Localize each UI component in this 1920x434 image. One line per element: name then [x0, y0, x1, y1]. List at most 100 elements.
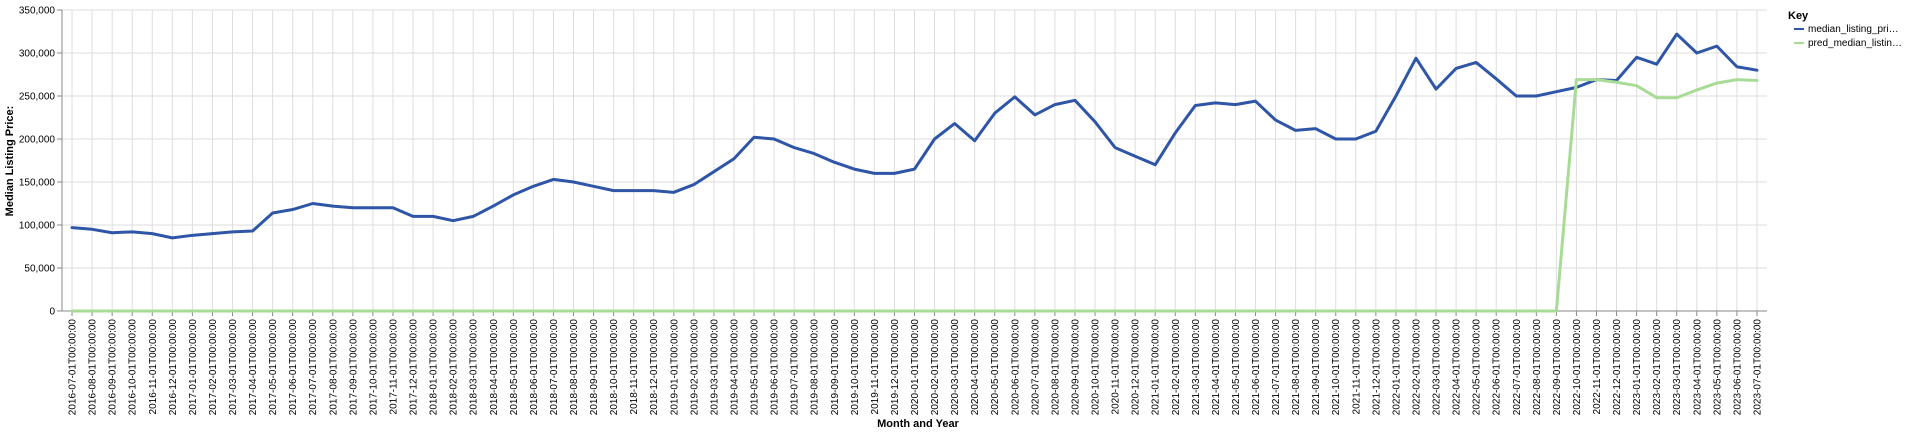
series-line-1: [70, 78, 1759, 313]
x-tick-label: 2022-10-01T00:00:00: [1572, 319, 1583, 416]
x-tick-label: 2022-02-01T00:00:00: [1411, 319, 1422, 416]
x-tick-label: 2020-12-01T00:00:00: [1131, 319, 1142, 416]
x-tick-label: 2021-01-01T00:00:00: [1151, 319, 1162, 416]
x-tick-label: 2018-09-01T00:00:00: [589, 319, 600, 416]
x-tick-label: 2022-03-01T00:00:00: [1432, 319, 1443, 416]
x-tick-label: 2017-12-01T00:00:00: [409, 319, 420, 416]
x-tick-label: 2021-12-01T00:00:00: [1371, 319, 1382, 416]
x-tick-label: 2017-06-01T00:00:00: [288, 319, 299, 416]
x-tick-label: 2018-10-01T00:00:00: [609, 319, 620, 416]
x-tick-label: 2017-03-01T00:00:00: [228, 319, 239, 416]
x-tick-label: 2022-12-01T00:00:00: [1612, 319, 1623, 416]
x-tick-label: 2018-05-01T00:00:00: [509, 319, 520, 416]
x-tick-label: 2019-12-01T00:00:00: [890, 319, 901, 416]
x-tick-label: 2021-03-01T00:00:00: [1191, 319, 1202, 416]
series-lines: [70, 32, 1759, 313]
x-tick-label: 2022-07-01T00:00:00: [1512, 319, 1523, 416]
x-tick-label: 2018-01-01T00:00:00: [429, 319, 440, 416]
x-tick-label: 2023-06-01T00:00:00: [1732, 319, 1743, 416]
x-tick-label: 2023-01-01T00:00:00: [1632, 319, 1643, 416]
x-tick-label: 2018-07-01T00:00:00: [549, 319, 560, 416]
x-tick-label: 2018-08-01T00:00:00: [569, 319, 580, 416]
x-tick-label: 2022-08-01T00:00:00: [1532, 319, 1543, 416]
x-tick-label: 2020-09-01T00:00:00: [1070, 319, 1081, 416]
x-tick-label: 2023-03-01T00:00:00: [1672, 319, 1683, 416]
x-axis-title: Month and Year: [877, 418, 959, 430]
x-tick-label: 2019-09-01T00:00:00: [830, 319, 841, 416]
x-tick-label: 2021-06-01T00:00:00: [1251, 319, 1262, 416]
y-tick-label: 100,000: [19, 221, 56, 232]
x-tick-label: 2021-04-01T00:00:00: [1211, 319, 1222, 416]
series-line-0: [70, 32, 1759, 240]
x-tick-label: 2021-11-01T00:00:00: [1351, 319, 1362, 415]
x-tick-label: 2018-11-01T00:00:00: [629, 319, 640, 415]
x-tick-label: 2019-04-01T00:00:00: [729, 319, 740, 416]
x-tick-label: 2020-02-01T00:00:00: [930, 319, 941, 416]
x-tick-label: 2016-08-01T00:00:00: [88, 319, 99, 416]
y-tick-label: 350,000: [19, 6, 56, 17]
x-tick-label: 2017-02-01T00:00:00: [208, 319, 219, 416]
y-tick-label: 200,000: [19, 135, 56, 146]
x-tick-label: 2022-05-01T00:00:00: [1472, 319, 1483, 416]
y-tick-label: 50,000: [24, 264, 55, 275]
x-tick-label: 2019-03-01T00:00:00: [709, 319, 720, 416]
x-tick-label: 2017-04-01T00:00:00: [248, 319, 259, 416]
x-tick-label: 2021-10-01T00:00:00: [1331, 319, 1342, 416]
x-tick-label: 2023-04-01T00:00:00: [1692, 319, 1703, 416]
x-tick-label: 2019-11-01T00:00:00: [870, 319, 881, 415]
x-tick-label: 2020-08-01T00:00:00: [1050, 319, 1061, 416]
x-tick-label: 2022-06-01T00:00:00: [1492, 319, 1503, 416]
x-tick-label: 2019-10-01T00:00:00: [850, 319, 861, 416]
x-tick-label: 2018-06-01T00:00:00: [529, 319, 540, 416]
x-tick-label: 2016-07-01T00:00:00: [68, 319, 79, 416]
x-tick-label: 2018-02-01T00:00:00: [449, 319, 460, 416]
y-tick-label: 250,000: [19, 92, 56, 103]
x-tick-label: 2022-11-01T00:00:00: [1592, 319, 1603, 415]
x-tick-label: 2022-09-01T00:00:00: [1552, 319, 1563, 416]
legend: Key median_listing_pri… pred_median_listi…: [1788, 10, 1902, 49]
x-tick-label: 2016-12-01T00:00:00: [168, 319, 179, 416]
x-tick-label: 2020-05-01T00:00:00: [990, 319, 1001, 416]
x-tick-label: 2022-04-01T00:00:00: [1452, 319, 1463, 416]
x-tick-label: 2022-01-01T00:00:00: [1391, 319, 1402, 416]
x-tick-label: 2018-03-01T00:00:00: [469, 319, 480, 416]
x-tick-label: 2019-01-01T00:00:00: [669, 319, 680, 416]
x-tick-label: 2016-11-01T00:00:00: [148, 319, 159, 415]
x-tick-label: 2020-10-01T00:00:00: [1091, 319, 1102, 416]
x-tick-label: 2016-09-01T00:00:00: [108, 319, 119, 416]
gridlines: [62, 9, 1767, 312]
y-axis: 0 50,000 100,000 150,000 200,000 250,000 300,0…: [19, 6, 63, 318]
x-tick-label: 2020-11-01T00:00:00: [1111, 319, 1122, 415]
y-tick-label: 0: [49, 307, 55, 318]
legend-title: Key: [1788, 10, 1809, 22]
x-tick-label: 2023-07-01T00:00:00: [1752, 319, 1763, 416]
y-axis-title: Median Listing Price:: [4, 106, 16, 217]
x-tick-label: 2020-07-01T00:00:00: [1030, 319, 1041, 416]
x-tick-label: 2017-11-01T00:00:00: [388, 319, 399, 415]
x-tick-label: 2021-05-01T00:00:00: [1231, 319, 1242, 416]
x-tick-label: 2020-03-01T00:00:00: [950, 319, 961, 416]
x-tick-label: 2019-08-01T00:00:00: [810, 319, 821, 416]
x-tick-label: 2023-02-01T00:00:00: [1652, 319, 1663, 416]
legend-label: pred_median_listin…: [1808, 38, 1902, 49]
y-tick-label: 150,000: [19, 178, 56, 189]
x-tick-label: 2021-02-01T00:00:00: [1171, 319, 1182, 416]
x-tick-label: 2018-04-01T00:00:00: [489, 319, 500, 416]
x-tick-label: 2017-07-01T00:00:00: [308, 319, 319, 416]
x-tick-label: 2021-09-01T00:00:00: [1311, 319, 1322, 416]
x-tick-label: 2018-12-01T00:00:00: [649, 319, 660, 416]
x-tick-label: 2019-06-01T00:00:00: [770, 319, 781, 416]
x-tick-label: 2021-07-01T00:00:00: [1271, 319, 1282, 416]
x-tick-label: 2021-08-01T00:00:00: [1291, 319, 1302, 416]
x-tick-label: 2017-01-01T00:00:00: [188, 319, 199, 416]
x-tick-label: 2019-02-01T00:00:00: [689, 319, 700, 416]
x-tick-label: 2019-05-01T00:00:00: [750, 319, 761, 416]
y-tick-label: 300,000: [19, 49, 56, 60]
x-tick-label: 2019-07-01T00:00:00: [790, 319, 801, 416]
x-tick-label: 2020-01-01T00:00:00: [910, 319, 921, 416]
x-tick-label: 2017-05-01T00:00:00: [268, 319, 279, 416]
x-tick-label: 2017-10-01T00:00:00: [368, 319, 379, 416]
x-tick-label: 2017-08-01T00:00:00: [328, 319, 339, 416]
x-tick-label: 2016-10-01T00:00:00: [128, 319, 139, 416]
